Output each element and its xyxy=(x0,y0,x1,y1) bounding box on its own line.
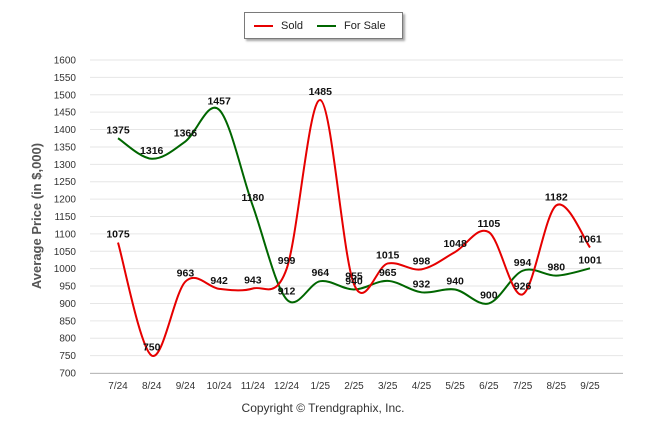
data-label-for-sale: 1457 xyxy=(207,96,231,108)
y-tick-label: 800 xyxy=(59,334,76,345)
data-label-for-sale: 980 xyxy=(548,262,566,274)
data-label-sold: 1075 xyxy=(106,229,130,241)
legend-label-sold: Sold xyxy=(281,19,304,32)
y-tick-label: 1100 xyxy=(54,229,76,240)
x-tick-label: 9/24 xyxy=(176,381,196,392)
data-label-sold: 1061 xyxy=(578,233,602,245)
data-label-for-sale: 965 xyxy=(379,267,397,279)
data-label-for-sale: 900 xyxy=(480,289,498,301)
data-label-for-sale: 1001 xyxy=(578,254,602,266)
y-tick-label: 900 xyxy=(59,299,76,310)
legend-swatch-for-sale xyxy=(317,24,337,27)
copyright-text: Copyright © Trendgraphix, Inc. xyxy=(241,401,405,415)
legend-item-sold[interactable]: Sold xyxy=(254,20,303,32)
data-label-sold: 955 xyxy=(345,270,363,282)
data-label-for-sale: 1375 xyxy=(106,124,130,136)
data-label-for-sale: 994 xyxy=(514,257,532,269)
data-label-for-sale: 1180 xyxy=(241,192,264,204)
legend-item-for-sale[interactable]: For Sale xyxy=(317,20,386,32)
y-tick-label: 1500 xyxy=(54,90,77,101)
data-label-sold: 1485 xyxy=(309,86,333,98)
x-tick-label: 11/24 xyxy=(241,381,266,392)
x-tick-label: 10/24 xyxy=(207,381,232,392)
y-tick-label: 700 xyxy=(59,369,76,380)
data-label-sold: 750 xyxy=(143,342,161,354)
y-tick-label: 1400 xyxy=(54,125,77,136)
x-tick-label: 3/25 xyxy=(378,381,398,392)
y-axis-label: Average Price (in $,000) xyxy=(29,143,44,289)
data-label-for-sale: 1316 xyxy=(140,145,164,157)
data-label-sold: 1105 xyxy=(477,218,500,230)
legend: Sold For Sale xyxy=(244,12,403,39)
x-tick-label: 8/24 xyxy=(142,381,162,392)
data-label-sold: 1182 xyxy=(545,191,568,203)
y-tick-label: 950 xyxy=(59,282,76,293)
series-lines xyxy=(117,98,591,357)
series-line-for-sale xyxy=(117,106,591,305)
y-tick-label: 1600 xyxy=(54,56,77,67)
y-tick-label: 1150 xyxy=(54,212,76,223)
data-label-sold: 998 xyxy=(413,255,431,267)
x-tick-label: 4/25 xyxy=(412,381,432,392)
data-label-sold: 926 xyxy=(514,280,532,292)
data-label-sold: 942 xyxy=(210,275,228,287)
data-label-sold: 999 xyxy=(278,255,296,267)
y-tick-label: 1350 xyxy=(54,142,77,153)
y-tick-labels: 700 750 800 850 900 950 1000 1050 1100 1150 1200 12… xyxy=(54,56,77,380)
data-label-for-sale: 932 xyxy=(413,278,431,290)
y-tick-label: 1300 xyxy=(54,160,77,171)
legend-label-for-sale: For Sale xyxy=(344,19,386,32)
data-label-for-sale: 964 xyxy=(312,267,330,279)
data-label-for-sale: 912 xyxy=(278,285,296,297)
y-tick-label: 850 xyxy=(59,316,76,327)
y-tick-label: 750 xyxy=(59,351,76,362)
x-tick-labels: 7/24 8/24 9/24 10/24 11/24 12/24 1/25 2/25 3/25 4… xyxy=(108,381,600,392)
data-label-for-sale: 940 xyxy=(345,276,363,288)
y-tick-label: 1450 xyxy=(54,108,77,119)
y-tick-label: 1550 xyxy=(54,73,77,84)
data-label-sold: 1048 xyxy=(443,238,467,250)
x-tick-label: 7/24 xyxy=(108,381,128,392)
data-label-for-sale: 1366 xyxy=(174,127,198,139)
x-tick-label: 8/25 xyxy=(547,381,567,392)
data-label-sold: 1015 xyxy=(376,249,400,261)
data-label-sold: 943 xyxy=(244,274,262,286)
data-labels: 1075 750 963 942 943 999 1485 955 1015 998 1048 110… xyxy=(106,86,602,354)
grid-lines xyxy=(90,59,623,374)
data-label-for-sale: 940 xyxy=(446,276,464,288)
legend-swatch-sold xyxy=(254,24,273,27)
data-label-sold: 963 xyxy=(177,268,195,280)
x-tick-label: 5/25 xyxy=(445,381,465,392)
x-tick-label: 2/25 xyxy=(344,381,364,392)
x-tick-label: 12/24 xyxy=(274,381,299,392)
x-tick-label: 1/25 xyxy=(311,381,331,392)
y-tick-label: 1200 xyxy=(54,195,77,206)
x-tick-label: 6/25 xyxy=(479,381,499,392)
series-line-sold xyxy=(117,98,591,357)
x-tick-label: 7/25 xyxy=(513,381,533,392)
y-tick-label: 1050 xyxy=(54,247,77,258)
y-tick-label: 1250 xyxy=(54,177,77,188)
x-tick-label: 9/25 xyxy=(580,381,600,392)
y-tick-label: 1000 xyxy=(54,264,77,275)
